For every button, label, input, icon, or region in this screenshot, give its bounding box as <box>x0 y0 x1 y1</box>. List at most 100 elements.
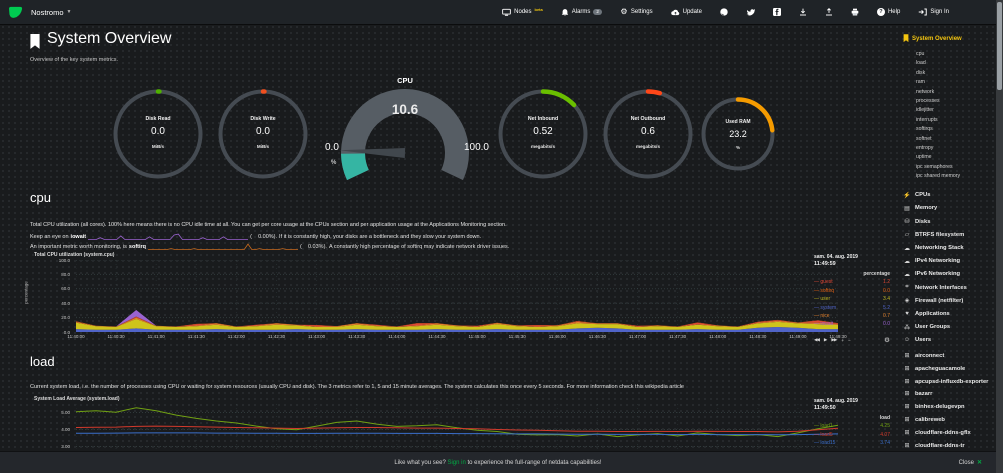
nav-item-print[interactable] <box>842 8 868 17</box>
scrollbar-thumb[interactable] <box>997 2 1002 90</box>
gauge-cpu[interactable]: CPU 10.6 0.0 100.0 % <box>320 75 490 181</box>
cpu-softirq-line: An important metric worth monitoring, is… <box>30 242 510 251</box>
sidebar-item-softnet[interactable]: softnet <box>916 135 932 142</box>
sidebar-item-disk[interactable]: disk <box>916 69 926 76</box>
sidebar-app-airconnect[interactable]: ⊞ airconnect <box>904 353 945 360</box>
gauge-disk-read[interactable]: Disk Read 0.0 MiB/s <box>112 88 204 180</box>
legend-load5[interactable]: — load5 4.07 <box>814 431 890 438</box>
y-tick: 60.0 <box>61 286 70 292</box>
sidebar-section-applications[interactable]: ♥ Applications <box>903 307 994 320</box>
settings-icon[interactable]: ⚙ <box>884 337 890 344</box>
sidebar-item-softirqs[interactable]: softirqs <box>916 126 933 133</box>
hostname-selector[interactable]: Nostromo ▼ <box>31 8 71 17</box>
sidebar-item-interrupts[interactable]: interrupts <box>916 116 938 123</box>
users-icon: ⁂ <box>904 324 910 331</box>
sidebar-app-apcupsd-influxdb-exporter[interactable]: ⊞ apcupsd-influxdb-exporter <box>904 378 989 385</box>
sidebar: System Overview cpu load disk ram network proc… <box>903 34 994 473</box>
folder-icon: ▱ <box>904 232 910 239</box>
nav-item-label: Nodes <box>514 9 532 15</box>
sidebar-section-memory[interactable]: ▤ Memory <box>904 205 938 212</box>
nav-item-github[interactable] <box>711 8 737 17</box>
legend-user[interactable]: — user 3.4 <box>814 296 890 303</box>
legend-softirq[interactable]: — softirq 0.0 <box>814 287 890 294</box>
nav-item-update[interactable]: Update <box>662 8 711 17</box>
close-icon: ✕ <box>976 460 982 466</box>
nav-item-settings[interactable]: ⚙ Settings <box>611 8 662 17</box>
zoom-in-icon[interactable]: + <box>841 337 843 343</box>
download-icon <box>799 8 807 17</box>
sidebar-app-apacheguacamole[interactable]: ⊞ apacheguacamole <box>904 365 966 372</box>
legend-nice[interactable]: — nice 0.7 <box>814 312 890 319</box>
nav-item-sign-in[interactable]: Sign In <box>909 8 958 17</box>
x-tick: 11:40:00 <box>67 334 85 339</box>
gauge-net-outbound[interactable]: Net Outbound 0.6 megabits/s <box>602 88 694 180</box>
sidebar-item-load[interactable]: load <box>916 60 926 67</box>
sidebar-section-btrfs-filesystem[interactable]: ▱ BTRFS filesystem <box>904 231 965 239</box>
sidebar-item-network[interactable]: network <box>916 88 935 95</box>
netdata-logo[interactable] <box>8 6 23 19</box>
sidebar-section-network-interfaces[interactable]: ⌗ Network Interfaces <box>903 281 994 294</box>
upload-icon <box>825 8 833 17</box>
sidebar-section-users[interactable]: ☺ Users <box>903 337 932 344</box>
nav-item-help[interactable]: ? Help <box>868 8 909 17</box>
fast-forward-icon[interactable]: ▶▶ <box>831 337 837 342</box>
x-tick: 11:44:00 <box>388 334 406 339</box>
play-icon[interactable]: ▶ <box>823 337 828 342</box>
sidebar-app-calibreweb[interactable]: ⊞ calibreweb <box>904 417 945 424</box>
scrollbar[interactable] <box>996 0 1003 473</box>
load-plot[interactable] <box>76 404 838 473</box>
legend-load1[interactable]: — load1 4.25 <box>814 423 890 430</box>
sidebar-item-entropy[interactable]: entropy <box>916 145 934 152</box>
sidebar-app-binhex-delugevpn[interactable]: ⊞ binhex-delugevpn <box>904 404 965 411</box>
nav-item-export-snapshot[interactable] <box>790 8 816 17</box>
legend-load15[interactable]: — load15 3.74 <box>814 440 890 447</box>
gauge-used-ram[interactable]: Used RAM 23.2 % <box>700 96 776 172</box>
sidebar-section-ipv6-networking[interactable]: ☁ IPv6 Networking <box>904 271 961 278</box>
net-outbound-ring <box>603 89 693 179</box>
sidebar-item-cpu[interactable]: cpu <box>916 51 925 57</box>
zoom-out-icon[interactable]: − <box>847 337 850 343</box>
nav-item-import-snapshot[interactable] <box>816 8 842 17</box>
close-button[interactable]: Close ✕ <box>959 452 982 473</box>
gauge-label: Disk Read <box>145 116 171 122</box>
nav-item-label: Update <box>682 9 702 15</box>
softirq-sparkline[interactable] <box>148 242 299 251</box>
y-tick: 3.00 <box>61 444 70 449</box>
sidebar-section-disks[interactable]: ⛁ Disks <box>904 218 931 226</box>
sidebar-section-user-groups[interactable]: ⁂ User Groups <box>904 324 951 331</box>
gauge-net-inbound[interactable]: Net Inbound 0.52 megabits/s <box>497 88 589 180</box>
sidebar-item-uptime[interactable]: uptime <box>916 154 932 161</box>
gauge-disk-write[interactable]: Disk Write 0.0 MiB/s <box>217 88 309 180</box>
y-tick: 0.0 <box>63 329 70 335</box>
legend-system[interactable]: — system 5.2 <box>814 304 890 311</box>
cpu-plot[interactable] <box>76 260 838 332</box>
nav-item-alarms[interactable]: Alarms 2 <box>552 8 611 17</box>
sidebar-item-idlejitter[interactable]: idlejitter <box>916 107 934 114</box>
sidebar-app-cloudflare-ddns-gflx[interactable]: ⊞ cloudflare-ddns-gflx <box>904 429 971 436</box>
sidebar-item-processes[interactable]: processes <box>916 98 940 105</box>
chart-legend: sam. 04. aug. 2019 11:49:50 load — load1 4.2… <box>814 398 890 446</box>
signin-link[interactable]: Sign in <box>447 460 466 466</box>
sidebar-item-ipc-shared-memory[interactable]: ipc shared memory <box>916 173 961 180</box>
grid-icon: ⊞ <box>904 417 910 424</box>
sidebar-item-system-overview[interactable]: System Overview <box>903 34 994 43</box>
nav-item-label: Help <box>887 9 901 15</box>
sidebar-app-bazarr[interactable]: ⊞ bazarr <box>904 391 933 398</box>
iowait-sparkline[interactable] <box>88 232 249 241</box>
legend-iowait[interactable]: — iowait 0.0 <box>814 321 890 328</box>
sidebar-section-networking-stack[interactable]: ☁ Networking Stack <box>904 245 964 252</box>
rewind-icon[interactable]: ◀◀ <box>814 337 820 342</box>
x-axis: 11:40:00 11:40:30 11:41:00 11:41:30 11:42:00… <box>67 334 846 342</box>
nav-item-facebook[interactable] <box>764 8 790 17</box>
legend-guest[interactable]: — guest 1.2 <box>814 279 890 286</box>
bookmark-icon <box>30 34 40 49</box>
sidebar-item-ipc-semaphores[interactable]: ipc semaphores <box>916 163 953 170</box>
sidebar-item-ram[interactable]: ram <box>916 79 925 86</box>
sidebar-section-ipv4-networking[interactable]: ☁ IPv4 Networking <box>904 258 961 265</box>
sidebar-section-firewall-netfilter-[interactable]: ◈ Firewall (netfilter) <box>904 297 964 305</box>
x-tick: 11:44:30 <box>428 334 446 339</box>
sidebar-section-cpus[interactable]: ⚡ CPUs <box>903 192 931 199</box>
sidebar-app-cloudflare-ddns-tr[interactable]: ⊞ cloudflare-ddns-tr <box>904 442 965 449</box>
nav-item-twitter[interactable] <box>737 8 764 17</box>
nav-item-nodes[interactable]: Nodes beta <box>493 7 552 17</box>
